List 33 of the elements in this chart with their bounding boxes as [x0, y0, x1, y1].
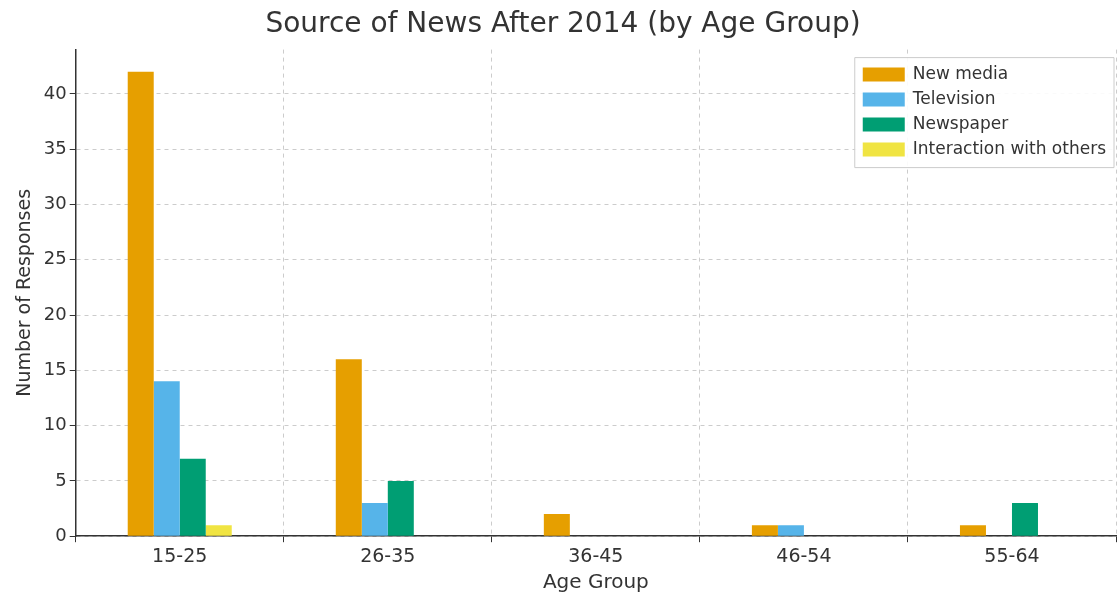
bar	[1011, 503, 1038, 536]
x-tick-label: 46-54	[776, 543, 832, 566]
y-tick-label: 5	[55, 468, 67, 490]
bar	[777, 525, 804, 536]
y-tick-label: 0	[55, 523, 67, 545]
bar	[361, 503, 388, 536]
legend-label: Newspaper	[912, 113, 1009, 134]
x-tick-label: 26-35	[360, 543, 416, 566]
bar	[335, 359, 362, 536]
y-tick-label: 15	[43, 357, 67, 379]
legend-label: Interaction with others	[912, 138, 1107, 159]
bar	[153, 381, 180, 536]
legend-label: New media	[912, 63, 1009, 84]
chart-title: Source of News After 2014 (by Age Group)	[265, 6, 861, 40]
y-axis-title: Number of Responses	[12, 188, 35, 397]
bar	[543, 514, 570, 536]
y-tick-label: 10	[43, 413, 67, 435]
legend-label: Television	[911, 88, 996, 109]
bar	[205, 525, 232, 536]
bar	[387, 480, 414, 536]
y-tick-label: 40	[43, 81, 67, 103]
y-tick-label: 25	[43, 247, 67, 269]
y-tick-label: 20	[43, 302, 67, 324]
x-tick-label: 15-25	[152, 543, 208, 566]
bar	[751, 525, 778, 536]
y-tick-label: 30	[43, 192, 67, 214]
bar	[959, 525, 986, 536]
y-tick-label: 35	[43, 136, 67, 158]
bar	[179, 458, 206, 536]
x-tick-label: 36-45	[568, 543, 624, 566]
x-tick-label: 55-64	[984, 543, 1040, 566]
x-axis-title: Age Group	[542, 569, 649, 594]
bar	[127, 71, 154, 536]
